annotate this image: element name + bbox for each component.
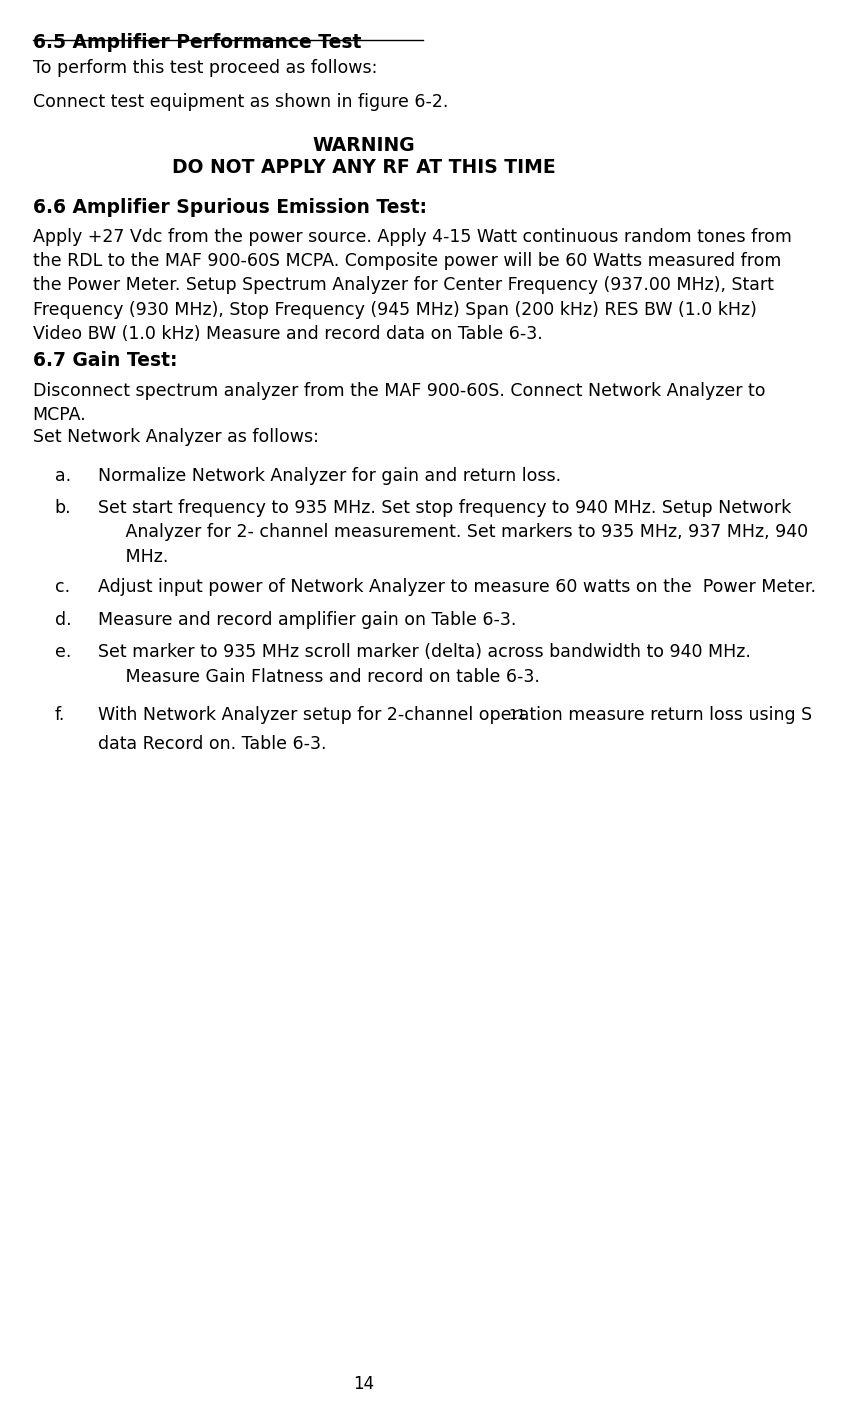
Text: 6.6 Amplifier Spurious Emission Test:: 6.6 Amplifier Spurious Emission Test: (33, 198, 426, 216)
Text: e.: e. (54, 643, 71, 662)
Text: d.: d. (54, 611, 71, 629)
Text: 11: 11 (509, 708, 527, 723)
Text: Set marker to 935 MHz scroll marker (delta) across bandwidth to 940 MHz.
     Me: Set marker to 935 MHz scroll marker (del… (98, 643, 751, 686)
Text: Connect test equipment as shown in figure 6-2.: Connect test equipment as shown in figur… (33, 93, 448, 112)
Text: data Record on. Table 6-3.: data Record on. Table 6-3. (98, 735, 327, 754)
Text: Normalize Network Analyzer for gain and return loss.: Normalize Network Analyzer for gain and … (98, 467, 561, 485)
Text: DO NOT APPLY ANY RF AT THIS TIME: DO NOT APPLY ANY RF AT THIS TIME (171, 158, 555, 177)
Text: f.: f. (54, 706, 65, 724)
Text: Apply +27 Vdc from the power source. Apply 4-15 Watt continuous random tones fro: Apply +27 Vdc from the power source. App… (33, 228, 791, 342)
Text: WARNING: WARNING (312, 136, 414, 154)
Text: Set Network Analyzer as follows:: Set Network Analyzer as follows: (33, 428, 318, 447)
Text: With Network Analyzer setup for 2-channel operation measure return loss using S: With Network Analyzer setup for 2-channe… (98, 706, 812, 724)
Text: Adjust input power of Network Analyzer to measure 60 watts on the  Power Meter.: Adjust input power of Network Analyzer t… (98, 578, 817, 597)
Text: Set start frequency to 935 MHz. Set stop frequency to 940 MHz. Setup Network
   : Set start frequency to 935 MHz. Set stop… (98, 499, 808, 566)
Text: 6.7 Gain Test:: 6.7 Gain Test: (33, 351, 177, 369)
Text: To perform this test proceed as follows:: To perform this test proceed as follows: (33, 59, 377, 78)
Text: a.: a. (54, 467, 71, 485)
Text: Measure and record amplifier gain on Table 6-3.: Measure and record amplifier gain on Tab… (98, 611, 516, 629)
Text: 14: 14 (353, 1374, 374, 1393)
Text: b.: b. (54, 499, 71, 518)
Text: Disconnect spectrum analyzer from the MAF 900-60S. Connect Network Analyzer to
M: Disconnect spectrum analyzer from the MA… (33, 382, 766, 424)
Text: 6.5 Amplifier Performance Test: 6.5 Amplifier Performance Test (33, 33, 361, 51)
Text: c.: c. (54, 578, 70, 597)
